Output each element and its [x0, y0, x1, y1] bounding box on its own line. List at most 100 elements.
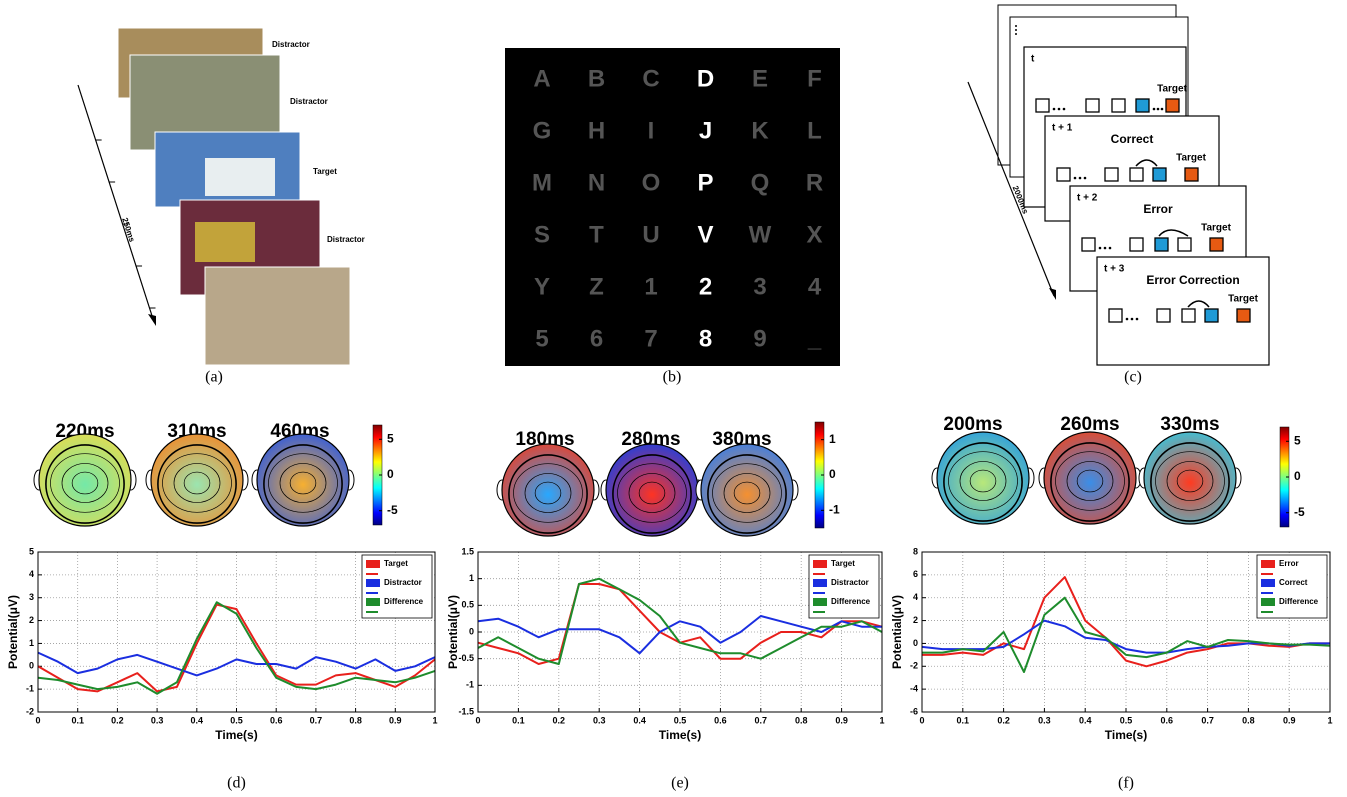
duration-label: 250ms — [120, 217, 136, 244]
x-axis-label: Time(s) — [215, 728, 257, 742]
speller-char: 7 — [644, 325, 657, 352]
legend-label: Difference — [1279, 597, 1319, 606]
y-tick-label: 2 — [913, 615, 918, 625]
speller-char: E — [752, 65, 768, 92]
speller-char: Z — [589, 273, 604, 300]
y-tick-label: 1 — [29, 638, 34, 648]
x-tick-label: 0.9 — [1283, 715, 1296, 725]
speller-char: I — [648, 117, 655, 144]
cell — [1205, 309, 1218, 322]
frame-title: Correct — [1111, 132, 1154, 146]
arrow-head — [148, 314, 156, 326]
dot — [1099, 247, 1102, 250]
x-tick-label: 1 — [432, 715, 437, 725]
x-tick-label: 0 — [919, 715, 924, 725]
y-tick-label: 0.5 — [461, 600, 474, 610]
target-label: Target — [1228, 294, 1258, 305]
x-tick-label: 0.8 — [795, 715, 808, 725]
colorbar-tick-label: 0 — [1294, 469, 1301, 483]
x-axis-label: Time(s) — [659, 728, 701, 742]
cell — [1109, 309, 1122, 322]
x-tick-label: 0.9 — [389, 715, 402, 725]
x-axis-label: Time(s) — [1105, 728, 1147, 742]
speller-char: D — [697, 65, 714, 92]
speller-char: N — [588, 169, 605, 196]
x-tick-label: 0.5 — [230, 715, 243, 725]
y-tick-label: 1.5 — [461, 546, 474, 556]
dot — [1063, 108, 1066, 111]
cell — [1153, 168, 1166, 181]
y-tick-label: -1 — [26, 684, 34, 694]
legend-swatch — [1261, 598, 1275, 606]
dot — [1058, 108, 1061, 111]
legend-label: Difference — [384, 597, 424, 606]
image-detail — [195, 222, 255, 262]
stimulus-label: Distractor — [290, 97, 328, 106]
stimulus-label: Distractor — [327, 235, 365, 244]
speller-char: 8 — [699, 325, 712, 352]
target-label: Target — [1176, 153, 1206, 164]
x-tick-label: 0.6 — [270, 715, 283, 725]
dot — [1153, 108, 1156, 111]
cell — [1166, 99, 1179, 112]
speller-char: M — [532, 169, 552, 196]
cell — [1178, 238, 1191, 251]
y-tick-label: 4 — [29, 569, 34, 579]
speller-char: T — [589, 221, 604, 248]
cell — [1182, 309, 1195, 322]
frame-step: t + 1 — [1052, 123, 1073, 134]
x-tick-label: 0.8 — [1242, 715, 1255, 725]
x-tick-label: 0.4 — [1079, 715, 1092, 725]
x-tick-label: 0.4 — [191, 715, 204, 725]
speller-char: L — [807, 117, 822, 144]
x-tick-label: 0.3 — [151, 715, 164, 725]
speller-char: W — [749, 221, 772, 248]
x-tick-label: 0.4 — [633, 715, 646, 725]
x-tick-label: 0.7 — [1201, 715, 1214, 725]
legend-label: Difference — [831, 597, 871, 606]
x-tick-label: 0.2 — [111, 715, 124, 725]
caption: (f) — [1118, 775, 1134, 792]
legend-label: Distractor — [831, 578, 869, 587]
dot — [1109, 247, 1112, 250]
cell — [1130, 238, 1143, 251]
x-tick-label: 0.5 — [1120, 715, 1133, 725]
target-label: Target — [1201, 223, 1231, 234]
legend-swatch — [813, 598, 827, 606]
image-detail — [205, 158, 275, 196]
speller-char: J — [699, 117, 712, 144]
colorbar-tick-label: -5 — [1294, 505, 1305, 519]
x-tick-label: 1 — [1327, 715, 1332, 725]
dot — [1157, 108, 1160, 111]
legend-label: Error — [1279, 559, 1299, 568]
legend-swatch — [366, 560, 380, 568]
x-tick-label: 0.3 — [1038, 715, 1051, 725]
dot — [1104, 247, 1107, 250]
speller-char: K — [751, 117, 769, 144]
cell — [1112, 99, 1125, 112]
speller-char: 1 — [644, 273, 657, 300]
dot — [1015, 29, 1017, 31]
y-tick-label: 0 — [913, 638, 918, 648]
legend-swatch — [366, 579, 380, 587]
speller-matrix — [505, 48, 840, 366]
legend-swatch — [813, 579, 827, 587]
dot — [1084, 177, 1087, 180]
legend-label: Target — [384, 559, 408, 568]
y-tick-label: 0 — [469, 626, 474, 636]
y-tick-label: -1 — [466, 680, 474, 690]
frame-step: t + 2 — [1077, 193, 1098, 204]
cell — [1136, 99, 1149, 112]
cell — [1157, 309, 1170, 322]
y-axis-label: Potential(μV) — [446, 595, 460, 669]
frame-step: t + 3 — [1104, 264, 1125, 275]
speller-char: H — [588, 117, 605, 144]
x-tick-label: 0.6 — [714, 715, 727, 725]
x-tick-label: 0.7 — [755, 715, 768, 725]
speller-char: 5 — [535, 325, 548, 352]
frame-title: Error Correction — [1146, 273, 1239, 287]
speller-char: B — [588, 65, 605, 92]
arrow-head — [1049, 288, 1056, 300]
colorbar-tick-label: 0 — [387, 467, 394, 481]
x-tick-label: 0.5 — [674, 715, 687, 725]
